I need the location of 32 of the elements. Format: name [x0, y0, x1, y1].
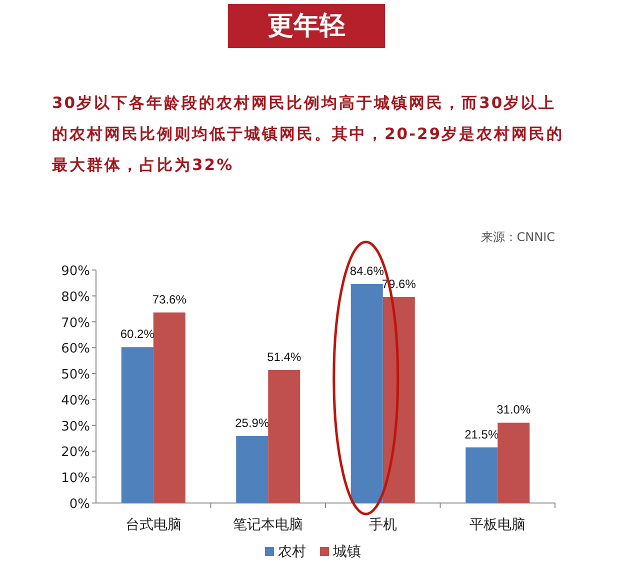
bar: [350, 284, 383, 503]
text: 51.4%: [267, 350, 302, 364]
y-tick-label: 20%: [61, 445, 90, 460]
x-tick-label: 笔记本电脑: [233, 517, 304, 533]
x-tick-label: 平板电脑: [470, 517, 526, 533]
x-tick-label: 台式电脑: [125, 517, 182, 533]
y-tick-label: 70%: [61, 316, 90, 331]
text: 73.6%: [152, 292, 186, 306]
source-note: 来源：CNNIC: [480, 230, 555, 244]
bar: [382, 296, 415, 503]
text: 60.2%: [120, 327, 154, 342]
text: 84.6%: [350, 264, 384, 278]
chart-subtitle: 30岁以下各年龄段的农村网民比例均高于城镇网民，而30岁以上的农村网民比例则均低于城镇网民。其中，20-29岁是农村网民的最大群体，占比为32%: [52, 93, 566, 176]
y-tick-label: 30%: [61, 419, 90, 434]
bar: [153, 312, 186, 503]
bar: [498, 422, 530, 503]
bar: [236, 436, 268, 503]
text: 31.0%: [496, 402, 531, 417]
x-tick-label: 手机: [368, 517, 397, 533]
y-tick-label: 10%: [61, 471, 90, 486]
bar: [268, 370, 300, 503]
legend-label: 城镇: [332, 544, 361, 560]
chart-title: 更年轻: [228, 4, 385, 48]
y-tick-label: 80%: [61, 290, 90, 305]
bar: [466, 447, 498, 503]
y-tick-label: 0%: [69, 497, 90, 512]
y-tick-label: 90%: [61, 264, 90, 279]
y-tick-label: 40%: [61, 393, 90, 408]
bar: [121, 347, 154, 503]
legend-label: 农村: [278, 544, 306, 560]
y-tick-label: 60%: [61, 342, 90, 357]
y-tick-label: 50%: [61, 368, 90, 383]
